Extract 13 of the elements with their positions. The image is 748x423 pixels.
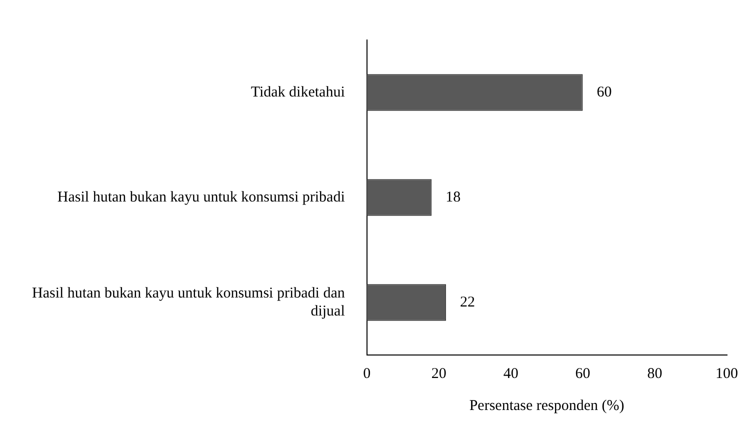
data-label: 22 <box>460 294 476 310</box>
data-label: 18 <box>446 189 461 206</box>
x-tick-label: 0 <box>363 366 371 382</box>
x-tick-label: 60 <box>575 366 590 382</box>
x-tick-label: 20 <box>431 366 446 382</box>
x-tick-label: 40 <box>503 366 518 382</box>
data-label: 60 <box>596 84 612 100</box>
x-tick-label: 100 <box>716 366 738 382</box>
x-tick-label: 80 <box>647 366 662 382</box>
y-tick-label: Hasil hutan bukan kayu untuk konsumsi pribadi dan dijual <box>32 285 346 320</box>
x-axis-title: Persentase responden (%) <box>469 398 624 414</box>
y-tick-label: Hasil hutan bukan kayu untuk konsumsi pribadi <box>57 189 345 206</box>
y-tick-label: Tidak diketahui <box>250 84 345 100</box>
